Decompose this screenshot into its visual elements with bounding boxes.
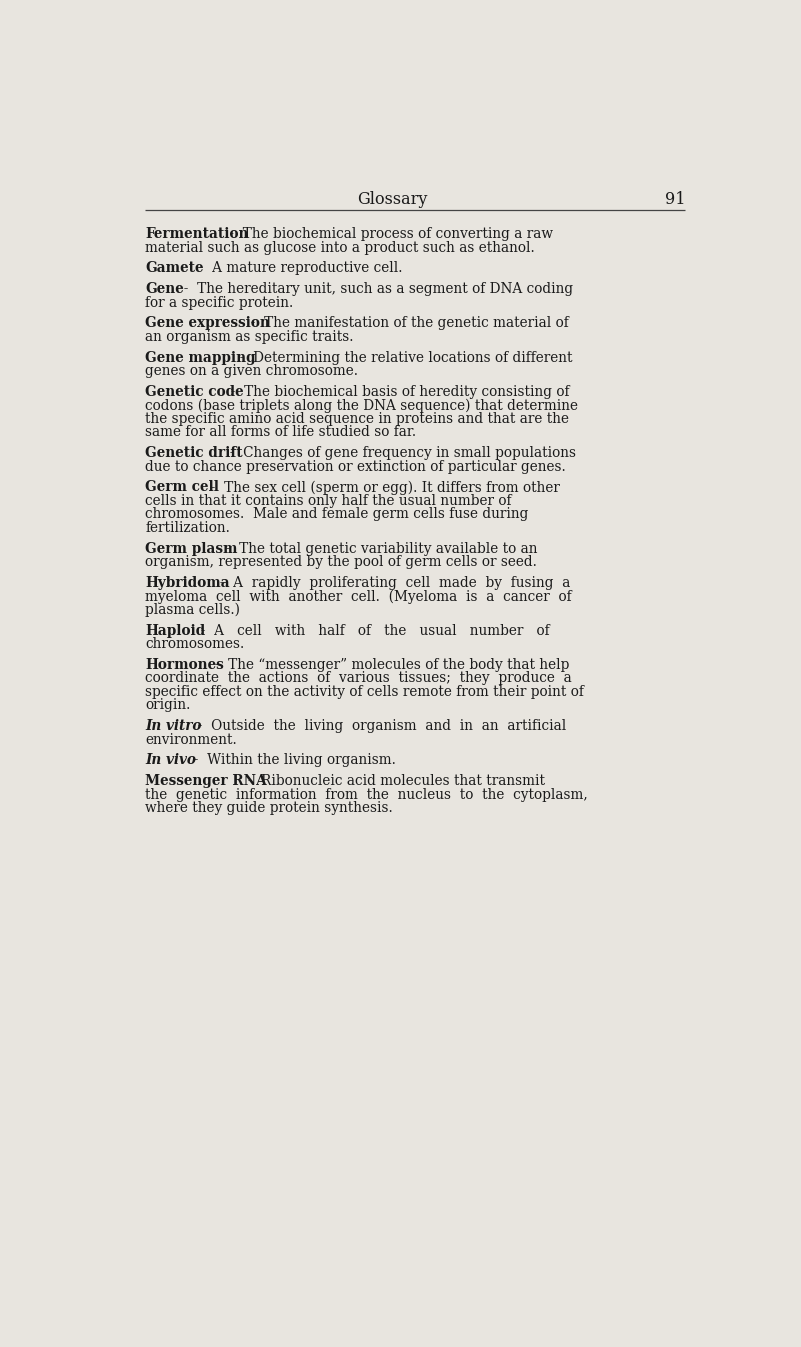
Text: -  The biochemical process of converting a raw: - The biochemical process of converting …: [225, 228, 553, 241]
Text: due to chance preservation or extinction of particular genes.: due to chance preservation or extinction…: [145, 459, 566, 474]
Text: coordinate  the  actions  of  various  tissues;  they  produce  a: coordinate the actions of various tissue…: [145, 671, 572, 686]
Text: the specific amino acid sequence in proteins and that are the: the specific amino acid sequence in prot…: [145, 412, 569, 426]
Text: for a specific protein.: for a specific protein.: [145, 295, 293, 310]
Text: -  Outside  the  living  organism  and  in  an  artificial: - Outside the living organism and in an …: [189, 719, 566, 733]
Text: -  A   cell   with   half   of   the   usual   number   of: - A cell with half of the usual number o…: [191, 624, 549, 637]
Text: -  The manifestation of the genetic material of: - The manifestation of the genetic mater…: [242, 317, 569, 330]
Text: -  Changes of gene frequency in small populations: - Changes of gene frequency in small pop…: [221, 446, 576, 461]
Text: material such as glucose into a product such as ethanol.: material such as glucose into a product …: [145, 241, 535, 255]
Text: the  genetic  information  from  the  nucleus  to  the  cytoplasm,: the genetic information from the nucleus…: [145, 788, 588, 801]
Text: Messenger RNA: Messenger RNA: [145, 775, 267, 788]
Text: genes on a given chromosome.: genes on a given chromosome.: [145, 364, 358, 379]
Text: -  The sex cell (sperm or egg). It differs from other: - The sex cell (sperm or egg). It differ…: [203, 481, 561, 494]
Text: chromosomes.: chromosomes.: [145, 637, 244, 651]
Text: -  A  rapidly  proliferating  cell  made  by  fusing  a: - A rapidly proliferating cell made by f…: [211, 577, 570, 590]
Text: Germ cell: Germ cell: [145, 481, 219, 494]
Text: myeloma  cell  with  another  cell.  (Myeloma  is  a  cancer  of: myeloma cell with another cell. (Myeloma…: [145, 590, 572, 603]
Text: -  The “messenger” molecules of the body that help: - The “messenger” molecules of the body …: [206, 657, 570, 672]
Text: where they guide protein synthesis.: where they guide protein synthesis.: [145, 801, 392, 815]
Text: -  A mature reproductive cell.: - A mature reproductive cell.: [191, 261, 403, 275]
Text: Gene expression: Gene expression: [145, 317, 270, 330]
Text: Gamete: Gamete: [145, 261, 203, 275]
Text: Genetic drift: Genetic drift: [145, 446, 243, 461]
Text: organism, represented by the pool of germ cells or seed.: organism, represented by the pool of ger…: [145, 555, 537, 570]
Text: 91: 91: [665, 191, 685, 207]
Text: In vitro: In vitro: [145, 719, 202, 733]
Text: an organism as specific traits.: an organism as specific traits.: [145, 330, 353, 343]
Text: Hormones: Hormones: [145, 657, 223, 672]
Text: -  The biochemical basis of heredity consisting of: - The biochemical basis of heredity cons…: [222, 385, 569, 399]
Text: Fermentation: Fermentation: [145, 228, 248, 241]
Text: origin.: origin.: [145, 698, 191, 713]
Text: cells in that it contains only half the usual number of: cells in that it contains only half the …: [145, 494, 512, 508]
Text: codons (base triplets along the DNA sequence) that determine: codons (base triplets along the DNA sequ…: [145, 399, 578, 412]
Text: fertilization.: fertilization.: [145, 521, 230, 535]
Text: -  Determining the relative locations of different: - Determining the relative locations of …: [231, 350, 572, 365]
Text: -  The hereditary unit, such as a segment of DNA coding: - The hereditary unit, such as a segment…: [175, 282, 574, 296]
Text: plasma cells.): plasma cells.): [145, 603, 240, 617]
Text: Genetic code: Genetic code: [145, 385, 244, 399]
Text: specific effect on the activity of cells remote from their point of: specific effect on the activity of cells…: [145, 684, 584, 699]
Text: -  Within the living organism.: - Within the living organism.: [184, 753, 396, 768]
Text: -  Ribonucleic acid molecules that transmit: - Ribonucleic acid molecules that transm…: [239, 775, 545, 788]
Text: Germ plasm: Germ plasm: [145, 541, 238, 555]
Text: Glossary: Glossary: [356, 191, 427, 207]
Text: In vivo: In vivo: [145, 753, 196, 768]
Text: Gene mapping: Gene mapping: [145, 350, 256, 365]
Text: Gene: Gene: [145, 282, 183, 296]
Text: same for all forms of life studied so far.: same for all forms of life studied so fa…: [145, 426, 417, 439]
Text: environment.: environment.: [145, 733, 237, 746]
Text: Hybridoma: Hybridoma: [145, 577, 230, 590]
Text: -  The total genetic variability available to an: - The total genetic variability availabl…: [217, 541, 537, 555]
Text: chromosomes.  Male and female germ cells fuse during: chromosomes. Male and female germ cells …: [145, 508, 529, 521]
Text: Haploid: Haploid: [145, 624, 205, 637]
